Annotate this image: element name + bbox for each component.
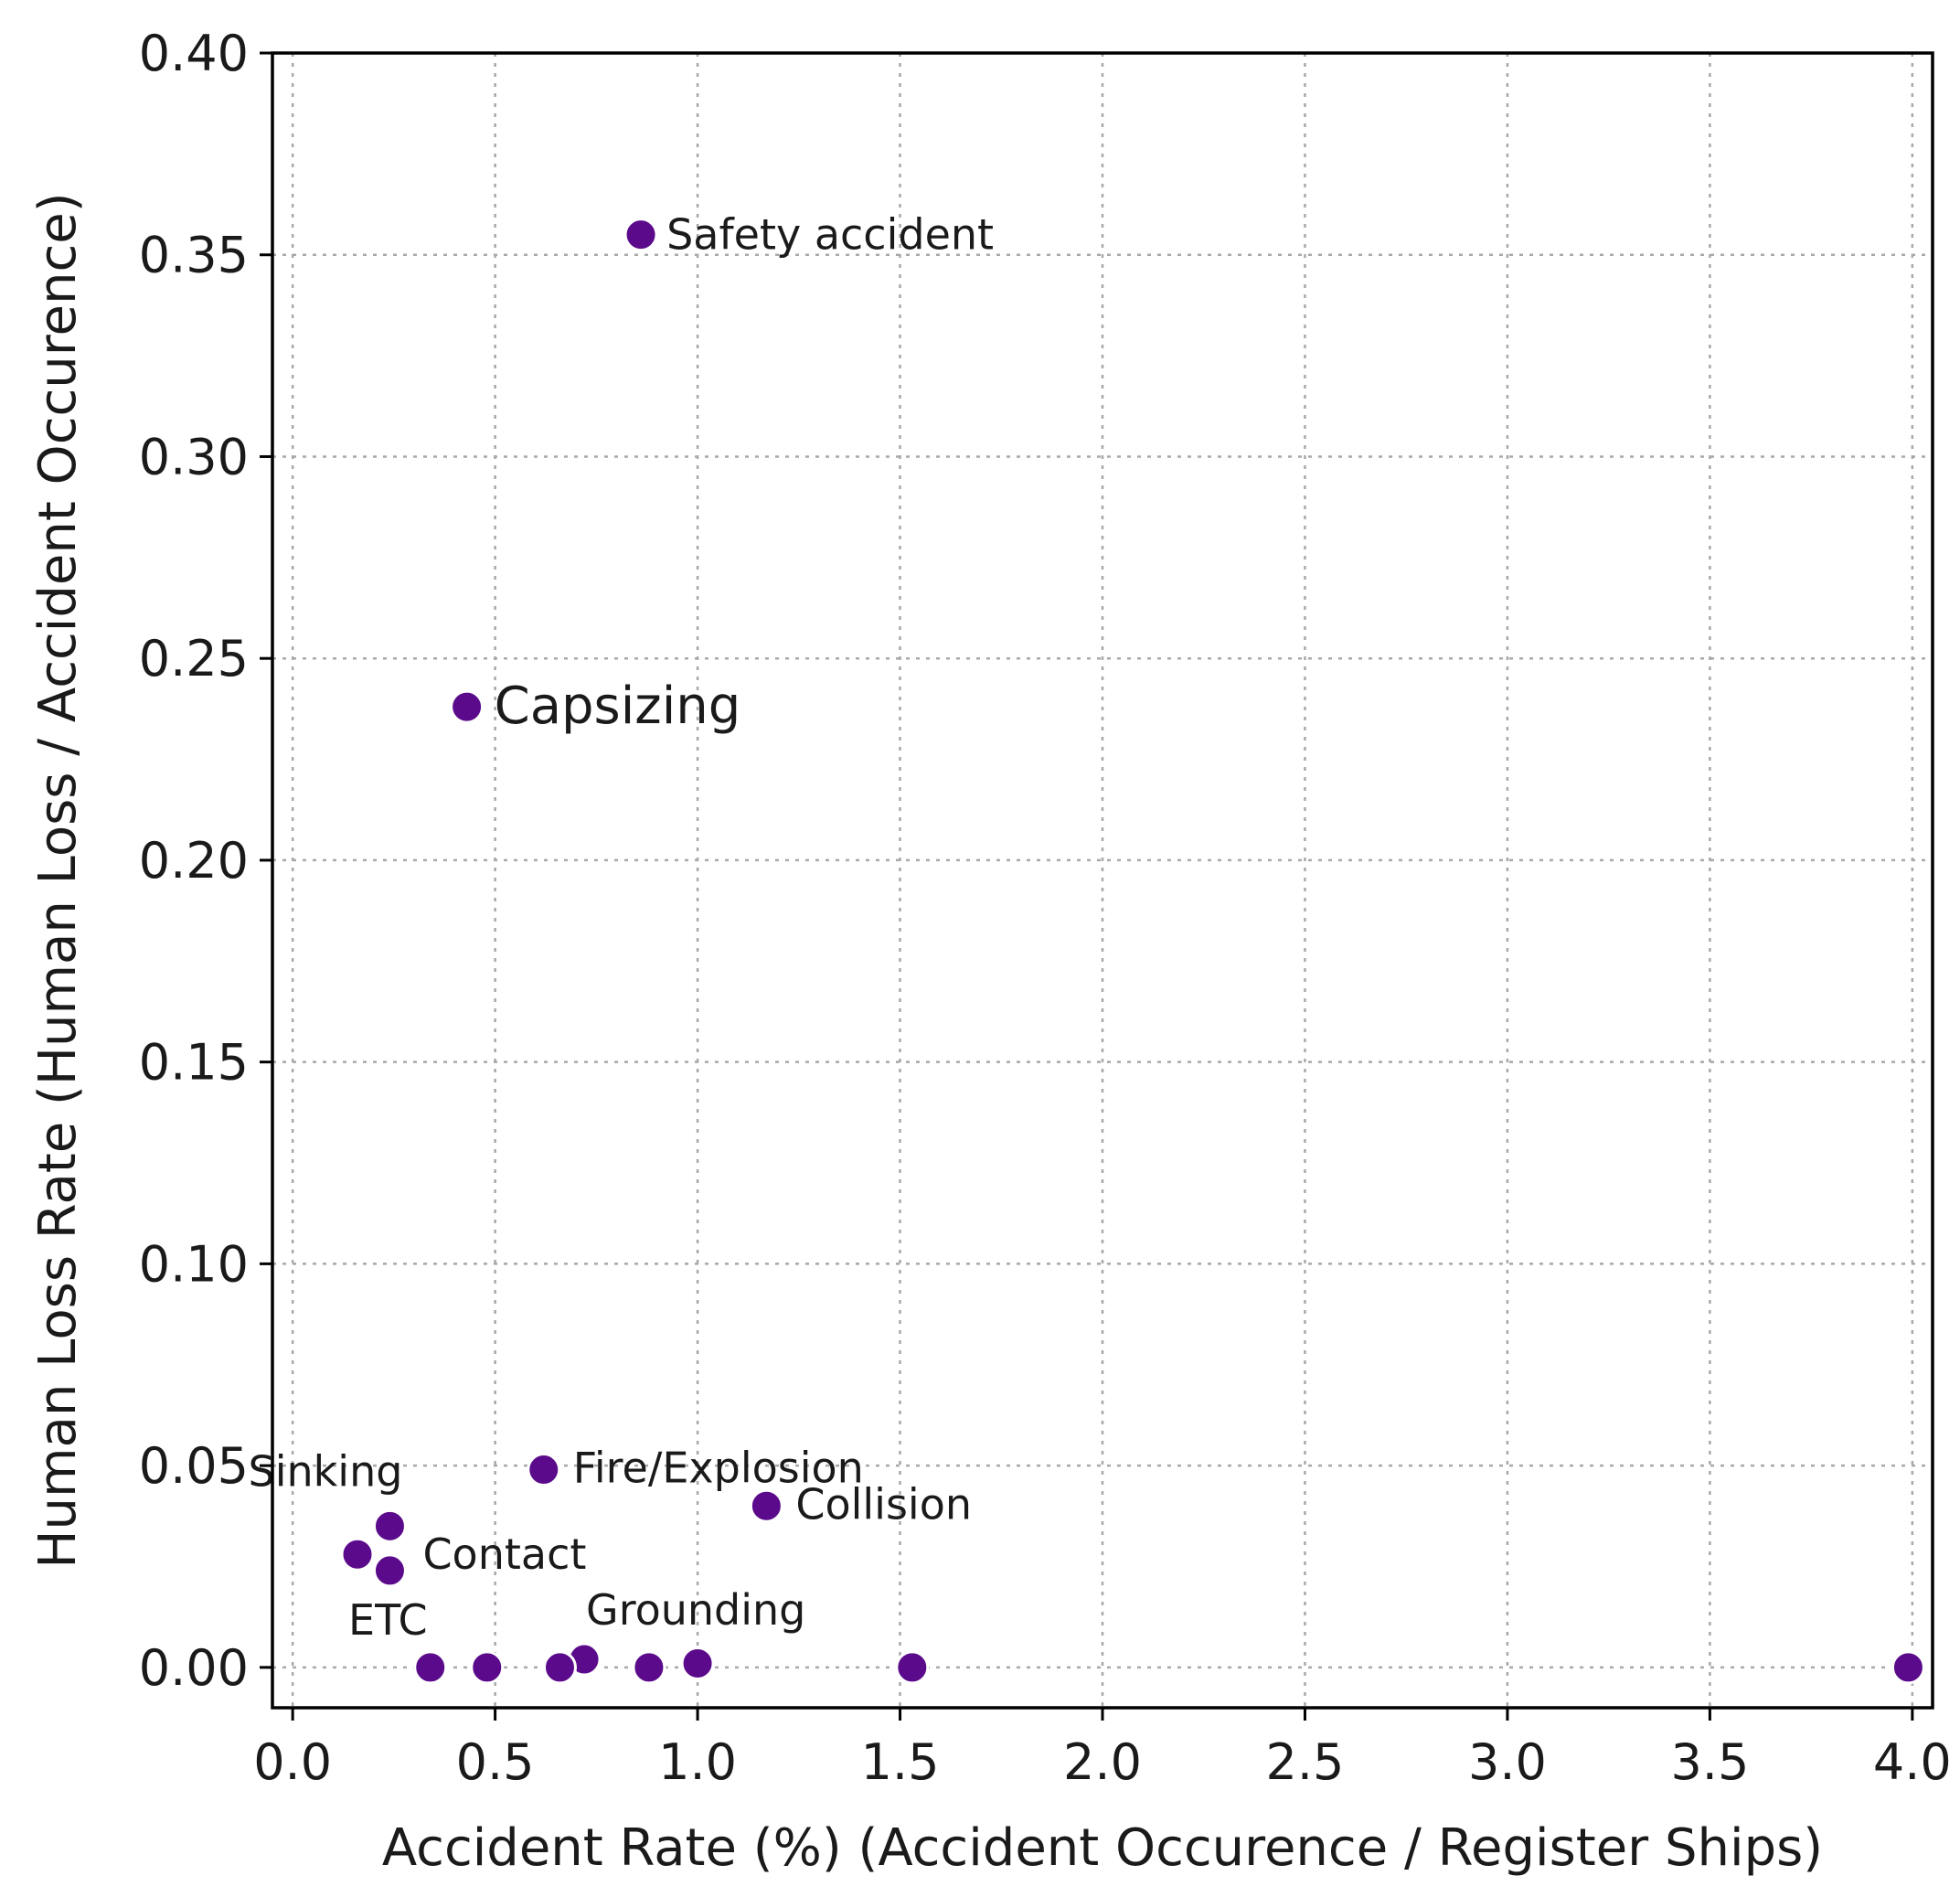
data-point: [895, 1650, 930, 1685]
data-point: [542, 1650, 577, 1685]
data-point: [372, 1508, 407, 1543]
axis-ticks: 0.0 0.5 1.0 1.5 2.0 2.5 3.0 3.5 4.0 0.00 0.05 0.10 0…: [139, 25, 1952, 1791]
point-labels: Safety accidentCapsizingFire/ExplosionCo…: [249, 210, 995, 1646]
x-tick-label: 0.0: [253, 1733, 332, 1791]
x-tick-label: 4.0: [1873, 1733, 1952, 1791]
y-axis-title: Human Loss Rate (Human Loss / Accident O…: [28, 192, 88, 1568]
point-label: Contact: [422, 1529, 586, 1579]
x-tick-label: 2.0: [1063, 1733, 1142, 1791]
data-point: [623, 218, 658, 252]
y-tick-label: 0.15: [139, 1034, 249, 1092]
point-label: Safety accident: [666, 210, 994, 260]
x-tick-label: 1.0: [658, 1733, 737, 1791]
point-label: Collision: [795, 1479, 972, 1529]
point-label: Grounding: [586, 1585, 805, 1635]
data-point: [632, 1650, 666, 1685]
data-point: [527, 1453, 561, 1487]
point-label: ETC: [348, 1595, 428, 1645]
y-tick-label: 0.10: [139, 1235, 249, 1293]
point-label: Fire/Explosion: [573, 1444, 864, 1493]
y-tick-label: 0.00: [139, 1639, 249, 1697]
data-point: [450, 689, 485, 724]
data-point: [413, 1650, 448, 1685]
data-point: [1891, 1650, 1925, 1685]
y-tick-label: 0.20: [139, 832, 249, 890]
y-tick-label: 0.25: [139, 630, 249, 687]
grid-lines: [272, 51, 1933, 1708]
x-tick-label: 3.5: [1670, 1733, 1749, 1791]
y-tick-label: 0.05: [139, 1437, 249, 1495]
x-tick-label: 3.0: [1468, 1733, 1547, 1791]
x-tick-label: 1.5: [861, 1733, 940, 1791]
x-axis-title: Accident Rate (%) (Accident Occurence / …: [382, 1818, 1823, 1878]
x-tick-label: 0.5: [456, 1733, 535, 1791]
y-tick-label: 0.40: [139, 25, 249, 82]
y-tick-label: 0.35: [139, 227, 249, 284]
data-point: [749, 1488, 783, 1523]
data-point: [372, 1553, 407, 1588]
data-point: [680, 1646, 715, 1680]
data-point: [470, 1650, 505, 1685]
data-point: [340, 1537, 375, 1572]
x-tick-label: 2.5: [1266, 1733, 1345, 1791]
point-label: Capsizing: [495, 677, 741, 736]
y-tick-label: 0.30: [139, 428, 249, 485]
data-points: [340, 218, 1925, 1685]
